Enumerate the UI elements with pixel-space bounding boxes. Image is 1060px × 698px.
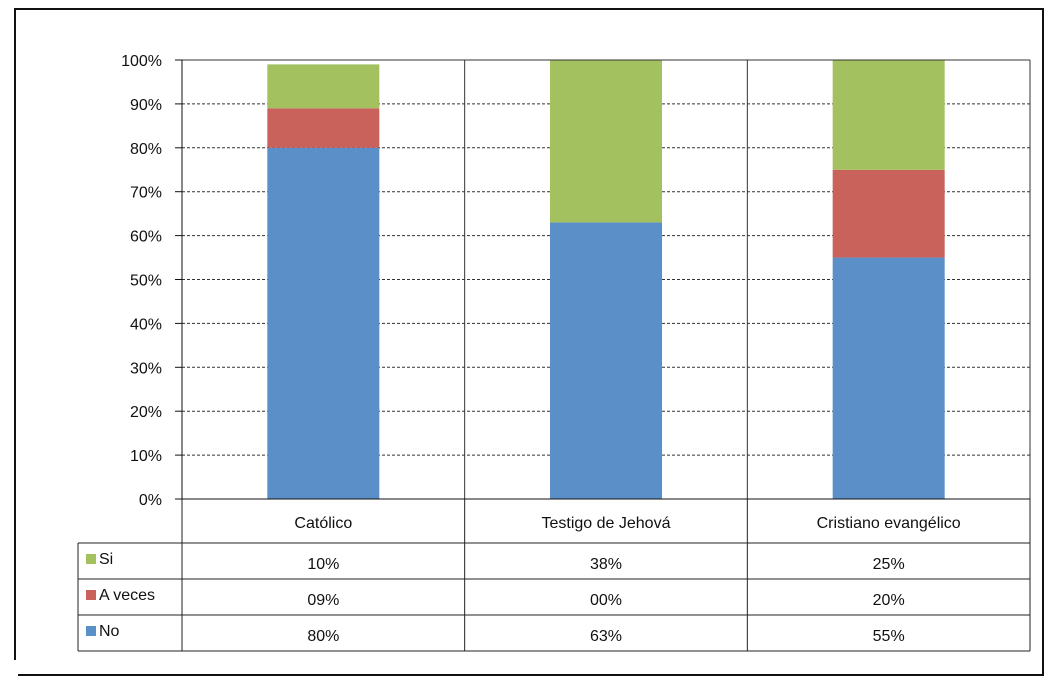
- y-tick-label: 10%: [130, 448, 162, 465]
- axes: [175, 59, 1031, 500]
- y-tick-label: 70%: [130, 185, 162, 202]
- data-table: Católico Testigo de Jehová Cristiano evang…: [77, 499, 1031, 652]
- y-tick-label: 30%: [130, 360, 162, 377]
- bars: [267, 60, 945, 500]
- border-gap: [12, 660, 18, 682]
- data-table-value: 20%: [873, 592, 905, 609]
- y-tick-labels: 0% 10% 20% 30% 40% 50% 60% 70% 80% 90% 100%: [121, 53, 162, 509]
- series-name: Si: [99, 551, 113, 568]
- bar-segment: [267, 64, 380, 109]
- y-tick-label: 90%: [130, 97, 162, 114]
- bar-segment: [267, 147, 380, 500]
- y-tick-label: 60%: [130, 229, 162, 246]
- y-tick-label: 0%: [139, 492, 162, 509]
- category-label: Testigo de Jehová: [542, 515, 671, 532]
- y-tick-label: 100%: [121, 53, 162, 70]
- bar-segment: [267, 108, 380, 148]
- category-label: Cristiano evangélico: [817, 515, 961, 532]
- category-label: Católico: [294, 515, 352, 532]
- data-table-value: 80%: [307, 628, 339, 645]
- bar-segment: [832, 257, 945, 499]
- data-table-value: 09%: [307, 592, 339, 609]
- series-name: A veces: [99, 587, 155, 604]
- chart-border: [14, 8, 1044, 676]
- bar-segment: [832, 60, 945, 170]
- data-table-value: 00%: [590, 592, 622, 609]
- bar-segment: [832, 169, 945, 258]
- y-tick-label: 20%: [130, 404, 162, 421]
- legend-key: [86, 554, 96, 564]
- data-table-value: 25%: [873, 556, 905, 573]
- data-table-value: 63%: [590, 628, 622, 645]
- data-table-value: 55%: [873, 628, 905, 645]
- legend-key: [86, 626, 96, 636]
- y-tick-label: 80%: [130, 141, 162, 158]
- legend-key: [86, 590, 96, 600]
- bar-segment: [550, 60, 662, 223]
- series-name: No: [99, 623, 120, 640]
- bar-segment: [550, 222, 662, 499]
- y-tick-label: 50%: [130, 273, 162, 290]
- data-table-value: 38%: [590, 556, 622, 573]
- data-table-value: 10%: [307, 556, 339, 573]
- y-tick-label: 40%: [130, 316, 162, 333]
